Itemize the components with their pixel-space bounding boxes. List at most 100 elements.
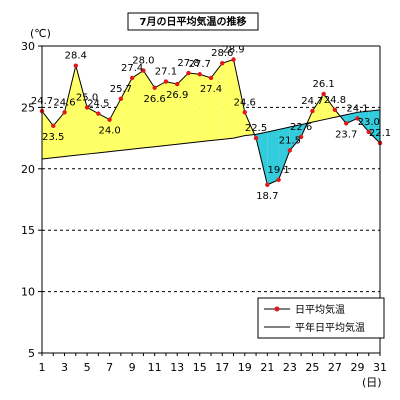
- daily-temperature-point: [84, 105, 90, 110]
- data-label: 24.6: [234, 97, 256, 108]
- x-tick-label: 9: [129, 361, 136, 374]
- fill-segment: [53, 112, 65, 158]
- daily-temperature-point: [152, 85, 157, 90]
- fill-segment: [120, 77, 133, 151]
- data-label: 24.7: [301, 96, 323, 107]
- x-tick-label: 23: [283, 361, 297, 374]
- x-unit-label: (日): [362, 376, 382, 389]
- daily-temperature-point: [276, 177, 281, 183]
- fill-segment: [278, 127, 290, 180]
- daily-temperature-point: [208, 75, 214, 81]
- x-tick-label: 13: [170, 361, 184, 374]
- data-label: 18.7: [256, 191, 278, 202]
- data-label: 26.9: [166, 90, 188, 101]
- data-label: 24.6: [53, 97, 75, 108]
- fill-segment: [87, 107, 99, 155]
- data-labels: 24.723.524.628.425.024.524.025.727.428.0…: [31, 45, 391, 202]
- x-tick-label: 15: [193, 361, 207, 374]
- data-label: 28.4: [65, 51, 87, 62]
- daily-temperature-point: [265, 182, 270, 187]
- fill-segment: [143, 70, 155, 148]
- legend-label-daily: 日平均気温: [295, 303, 345, 316]
- fill-segment: [233, 59, 245, 139]
- data-label: 27.4: [200, 84, 222, 95]
- data-label: 21.5: [279, 135, 301, 146]
- data-label: 23.5: [42, 132, 64, 143]
- fill-segment: [42, 111, 54, 159]
- fill-segment: [267, 129, 279, 185]
- fill-segment: [177, 73, 189, 145]
- data-label: 28.9: [222, 45, 244, 56]
- fill-segment: [289, 124, 302, 151]
- fill-segment: [165, 81, 178, 146]
- daily-temperature-point: [175, 81, 180, 87]
- x-tick-label: 17: [215, 361, 229, 374]
- fill-segment: [132, 70, 144, 150]
- x-tick-label: 19: [238, 361, 252, 374]
- y-tick-label: 15: [21, 224, 35, 237]
- fill-segment: [64, 65, 76, 157]
- data-label: 27.1: [155, 67, 177, 78]
- fill-segment: [211, 63, 223, 141]
- daily-temperature-point: [287, 148, 293, 153]
- data-label: 22.5: [245, 123, 267, 134]
- daily-temperature-point: [197, 72, 202, 77]
- daily-temperature-point: [321, 91, 326, 97]
- x-tick-label: 29: [350, 361, 364, 374]
- fill-segment: [199, 74, 211, 142]
- x-tick-label: 11: [148, 361, 162, 374]
- x-tick-label: 31: [373, 361, 387, 374]
- fill-segment: [188, 73, 200, 144]
- daily-temperature-point: [186, 70, 191, 76]
- normal-temperature-line: [41, 109, 381, 160]
- daily-temperature-point: [220, 60, 225, 66]
- data-label: 26.6: [144, 94, 166, 105]
- fill-segment: [222, 59, 234, 140]
- y-tick-label: 5: [28, 347, 35, 360]
- x-tick-label: 3: [61, 361, 68, 374]
- data-label: 24.8: [324, 95, 346, 106]
- data-label: 24.5: [87, 99, 109, 110]
- daily-temperature-point: [231, 57, 236, 62]
- x-tick-label: 5: [84, 361, 91, 374]
- data-label: 23.7: [335, 129, 357, 140]
- data-label: 25.0: [76, 92, 98, 103]
- daily-temperature-point: [141, 68, 146, 73]
- chart-title: 7月の日平均気温の推移: [127, 12, 259, 31]
- x-tick-label: 27: [328, 361, 342, 374]
- daily-temperature-point: [51, 123, 56, 129]
- data-label: 24.0: [98, 126, 120, 137]
- legend-marker-daily: [274, 306, 280, 312]
- data-label: 27.4: [121, 63, 143, 74]
- data-label: 19.1: [267, 165, 289, 176]
- y-tick-label: 20: [21, 163, 35, 176]
- chart-title-text: 7月の日平均気温の推移: [140, 15, 247, 28]
- x-tick-label: 1: [39, 361, 46, 374]
- daily-temperature-point: [73, 63, 79, 68]
- fill-segment: [154, 81, 166, 147]
- daily-temperature-point: [107, 117, 112, 122]
- fill-segment: [98, 113, 110, 153]
- data-label: 24.1: [346, 103, 368, 114]
- x-tick-label: 25: [305, 361, 319, 374]
- daily-temperature-point: [332, 107, 338, 113]
- data-label: 26.1: [313, 79, 335, 90]
- daily-temperature-point: [310, 108, 315, 114]
- y-tick-label: 30: [21, 40, 35, 53]
- daily-temperature-point: [62, 110, 67, 115]
- daily-temperature-point: [355, 116, 360, 121]
- fill-segment: [323, 93, 335, 120]
- data-label: 23.0: [358, 117, 380, 128]
- legend: 日平均気温 平年日平均気温: [257, 297, 385, 339]
- data-label: 28.6: [211, 48, 233, 59]
- x-tick-label: 7: [106, 361, 113, 374]
- x-tick-label: 21: [260, 361, 274, 374]
- fill-segment: [346, 112, 358, 124]
- data-label: 28.0: [132, 56, 154, 67]
- series-layer: [39, 57, 383, 187]
- fill-segment: [312, 93, 324, 123]
- fill-segment: [357, 111, 369, 132]
- daily-temperature-point: [96, 111, 101, 116]
